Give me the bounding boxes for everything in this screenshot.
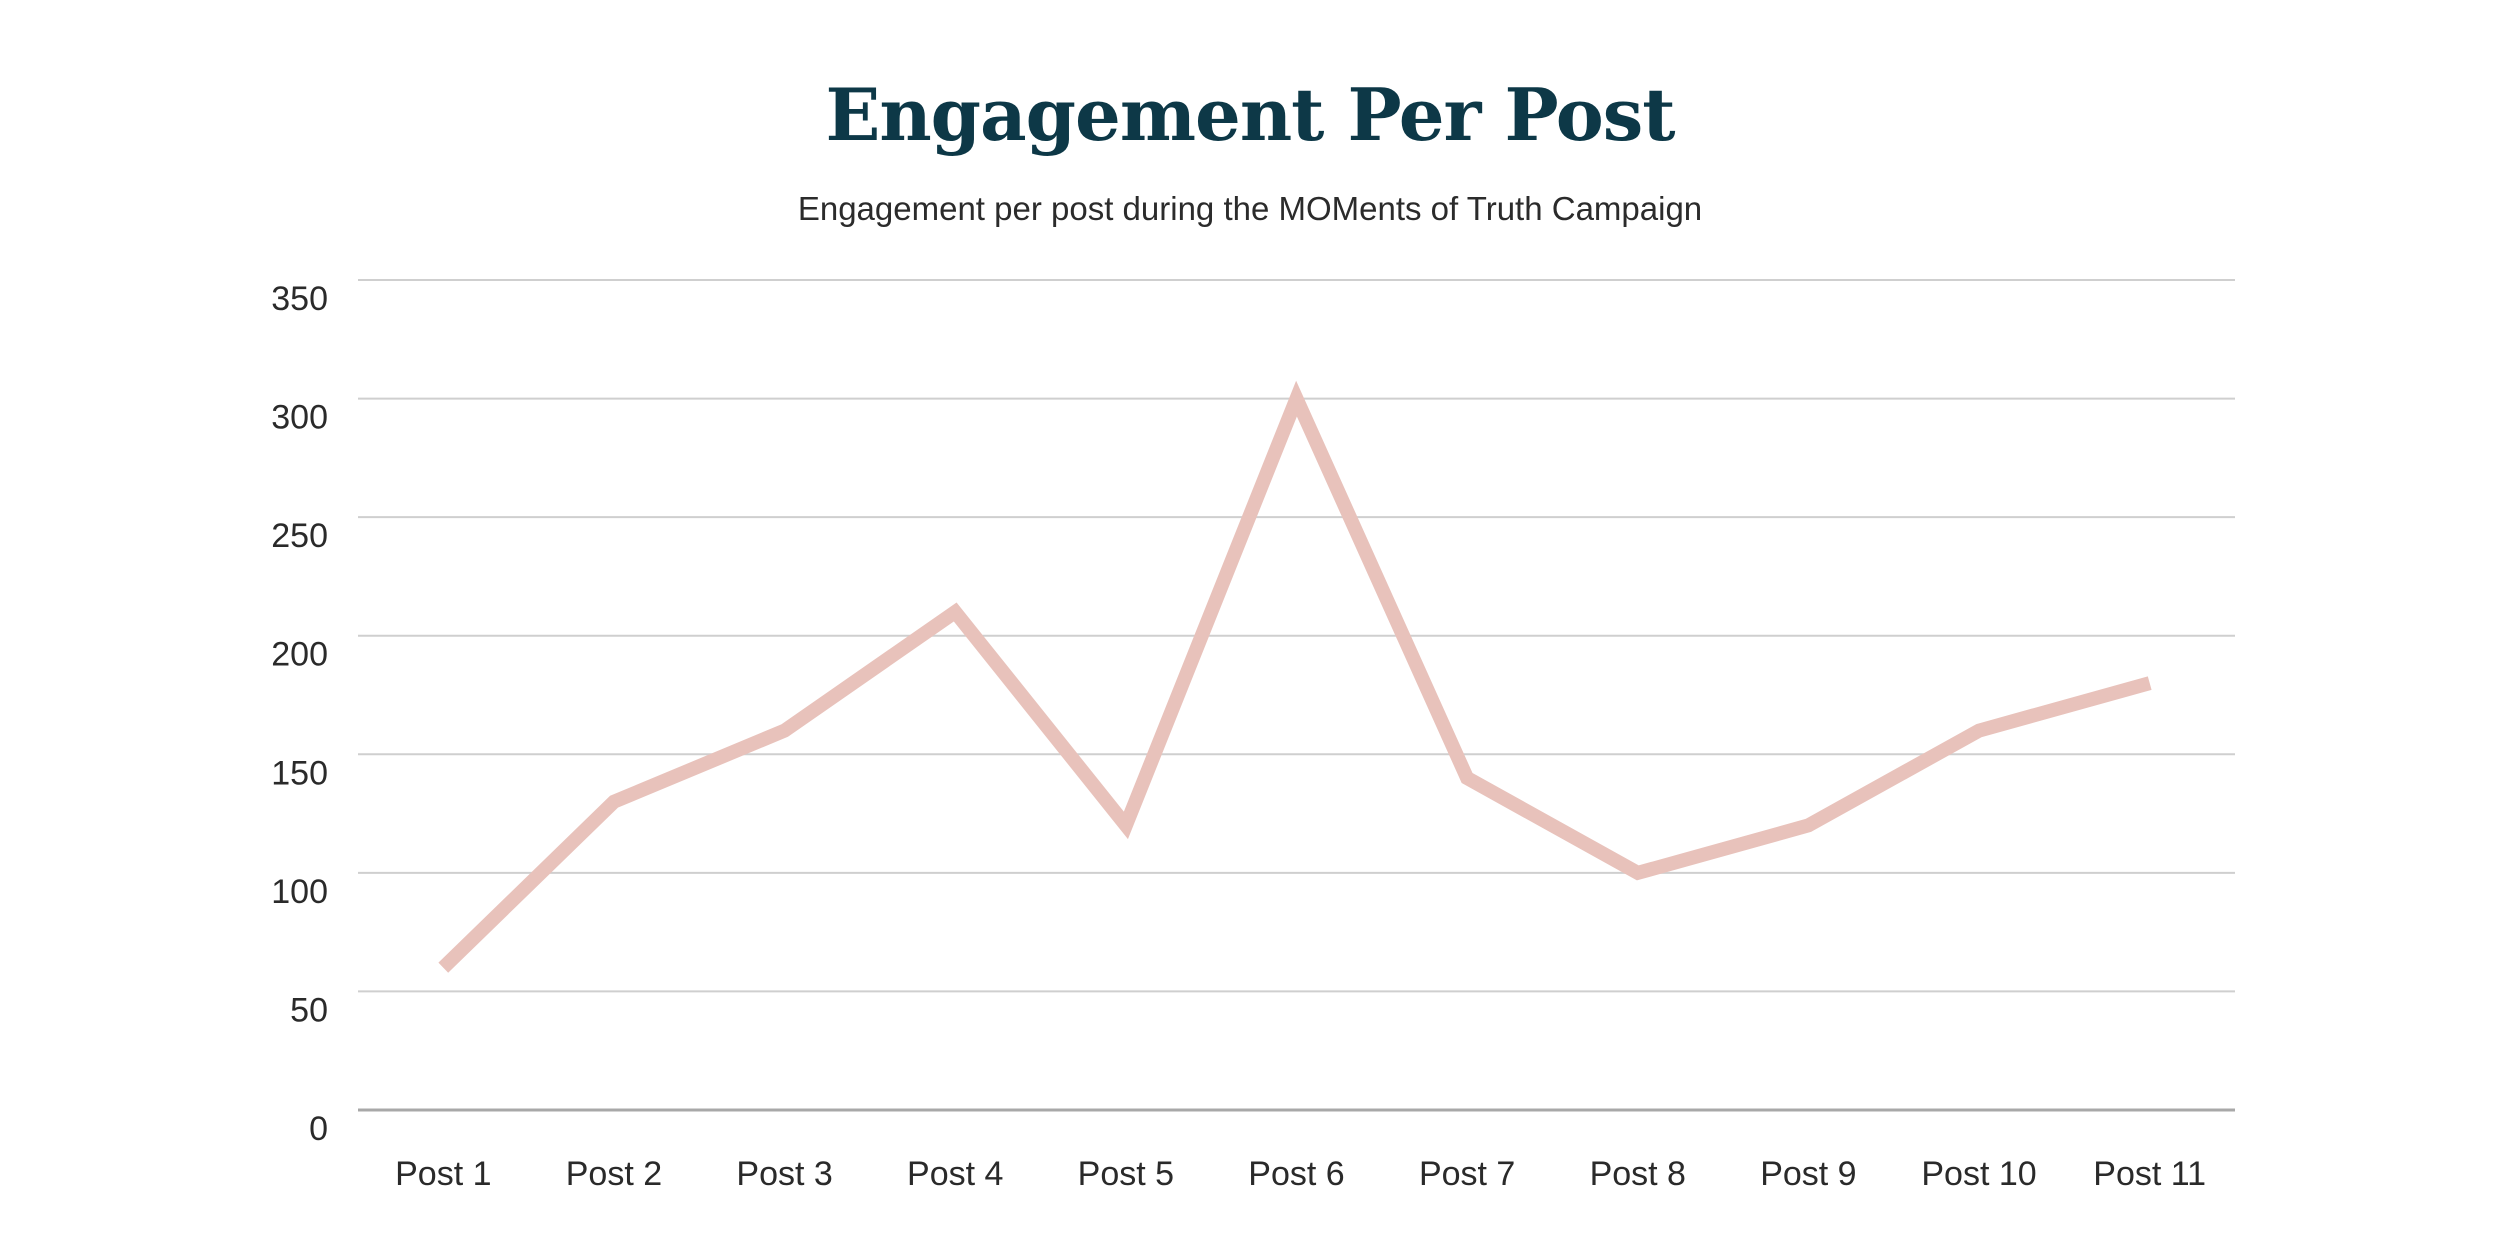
y-tick-label: 300: [271, 399, 328, 437]
y-tick-label: 250: [271, 517, 328, 555]
y-tick-label: 100: [271, 873, 328, 911]
x-tick-label: Post 5: [1078, 1155, 1174, 1193]
y-tick-label: 200: [271, 636, 328, 674]
x-axis-ticks: Post 1 Post 2 Post 3 Post 4 Post 5 Post 6 Post…: [395, 1155, 2206, 1193]
x-tick-label: Post 7: [1419, 1155, 1515, 1193]
y-axis-ticks: 0 50 100 150 200 250 300 350: [271, 280, 328, 1148]
x-tick-label: Post 10: [1921, 1155, 2036, 1193]
x-tick-label: Post 3: [736, 1155, 832, 1193]
y-tick-label: 350: [271, 280, 328, 318]
x-tick-label: Post 8: [1590, 1155, 1686, 1193]
chart-title: Engagement Per Post: [825, 72, 1675, 157]
x-tick-label: Post 2: [566, 1155, 662, 1193]
y-tick-label: 50: [290, 991, 328, 1029]
chart-subtitle: Engagement per post during the MOMents o…: [797, 190, 1703, 227]
y-tick-label: 0: [309, 1110, 328, 1148]
series-line: [438, 380, 2152, 973]
x-tick-label: Post 11: [2093, 1155, 2206, 1193]
x-tick-label: Post 1: [395, 1155, 491, 1193]
x-tick-label: Post 4: [907, 1155, 1003, 1193]
x-tick-label: Post 9: [1760, 1155, 1856, 1193]
series-group: [438, 380, 2152, 973]
y-tick-label: 150: [271, 754, 328, 792]
x-tick-label: Post 6: [1248, 1155, 1344, 1193]
